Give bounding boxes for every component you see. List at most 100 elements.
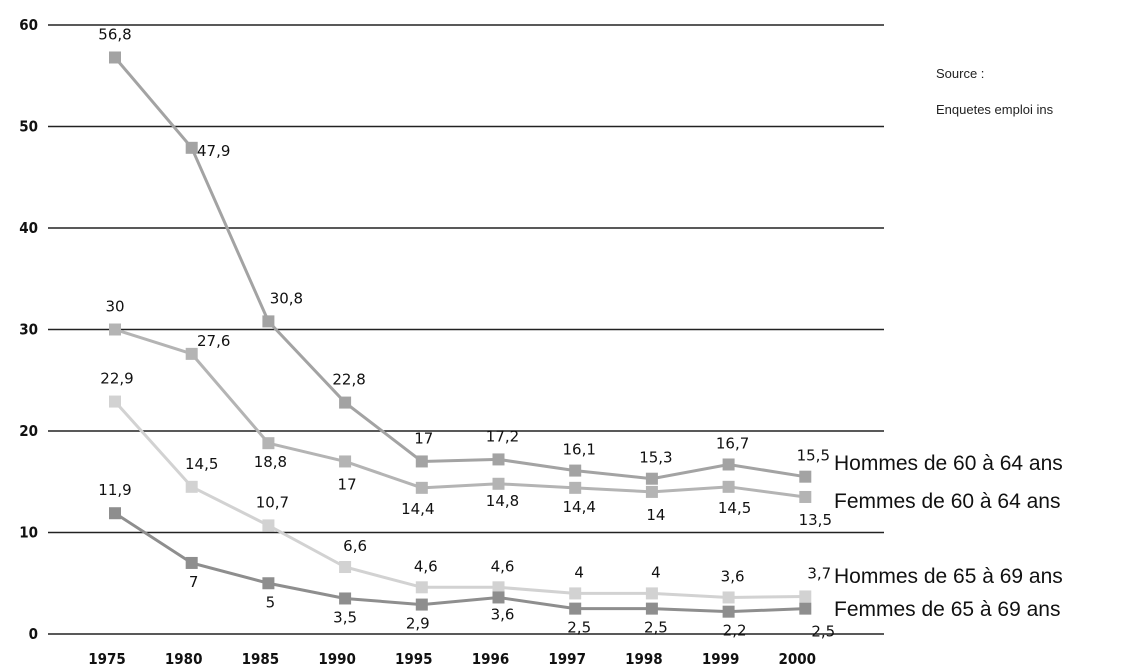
data-label: 10,7 bbox=[256, 493, 289, 511]
data-label: 7 bbox=[189, 573, 199, 591]
data-label: 2,5 bbox=[567, 619, 591, 637]
data-point bbox=[799, 590, 812, 603]
data-labels: 56,8 47,9 30,8 22,8 17 17,2 16,1 15,3 16,7 15,5 30… bbox=[98, 25, 835, 640]
data-point bbox=[262, 519, 275, 532]
data-point bbox=[645, 602, 658, 615]
data-label: 14,5 bbox=[718, 499, 751, 517]
x-tick-label: 1980 bbox=[165, 650, 203, 665]
data-point bbox=[339, 561, 352, 574]
source-text: Enquetes emploi ins bbox=[936, 102, 1054, 117]
data-label: 14,4 bbox=[401, 500, 434, 518]
data-point bbox=[722, 480, 735, 493]
data-point bbox=[645, 587, 658, 600]
series-group bbox=[109, 51, 812, 618]
y-tick-label: 40 bbox=[19, 219, 38, 237]
data-label: 17,2 bbox=[486, 427, 519, 445]
data-point bbox=[722, 458, 735, 471]
series-line bbox=[114, 328, 806, 499]
series-line bbox=[113, 56, 806, 481]
data-point bbox=[415, 598, 428, 611]
data-label: 2,5 bbox=[644, 619, 668, 637]
series-line bbox=[113, 400, 806, 599]
data-point bbox=[109, 507, 121, 520]
data-label: 2,9 bbox=[406, 615, 430, 633]
data-point bbox=[722, 605, 735, 618]
data-point bbox=[185, 141, 198, 154]
y-tick-label: 30 bbox=[19, 321, 38, 339]
data-label: 14,4 bbox=[562, 498, 595, 516]
data-label: 11,9 bbox=[98, 481, 131, 499]
data-label: 15,3 bbox=[639, 449, 672, 467]
series-labels: Hommes de 60 à 64 ans Femmes de 60 à 64 a… bbox=[834, 452, 1063, 621]
x-tick-label: 1990 bbox=[318, 650, 356, 665]
x-tick-label: 1999 bbox=[702, 650, 740, 665]
data-point bbox=[569, 587, 582, 600]
data-label: 14,8 bbox=[486, 492, 519, 510]
y-tick-label: 50 bbox=[19, 118, 38, 136]
data-label: 2,5 bbox=[811, 623, 835, 641]
data-label: 16,1 bbox=[562, 441, 595, 459]
y-tick-label: 10 bbox=[19, 524, 38, 542]
data-point bbox=[185, 556, 198, 569]
x-tick-label: 1998 bbox=[625, 650, 663, 665]
x-tick-label: 1985 bbox=[242, 650, 280, 665]
series-line bbox=[114, 511, 806, 614]
series-name: Femmes de 60 à 64 ans bbox=[834, 490, 1060, 513]
data-label: 4,6 bbox=[491, 557, 515, 575]
data-point bbox=[262, 437, 275, 450]
data-label: 3,5 bbox=[333, 608, 357, 626]
data-label: 56,8 bbox=[98, 25, 131, 43]
data-point bbox=[185, 480, 198, 493]
y-tick-label: 0 bbox=[29, 625, 38, 643]
data-point bbox=[262, 315, 275, 328]
y-tick-label: 60 bbox=[19, 16, 38, 34]
data-point bbox=[109, 395, 121, 408]
data-label: 4,6 bbox=[414, 557, 438, 575]
data-point bbox=[339, 592, 352, 605]
data-label: 5 bbox=[266, 593, 276, 611]
data-point bbox=[415, 481, 428, 494]
data-point bbox=[185, 347, 198, 360]
data-point bbox=[109, 323, 121, 336]
data-point bbox=[262, 577, 275, 590]
data-point bbox=[492, 591, 505, 604]
data-label: 18,8 bbox=[254, 453, 287, 471]
y-tick-label: 20 bbox=[19, 422, 38, 440]
data-label: 3,6 bbox=[491, 605, 515, 623]
data-label: 4 bbox=[651, 563, 661, 581]
series-name: Hommes de 60 à 64 ans bbox=[834, 452, 1063, 475]
data-label: 6,6 bbox=[343, 537, 367, 555]
series-name: Femmes de 65 à 69 ans bbox=[834, 598, 1060, 621]
x-tick-label: 2000 bbox=[779, 650, 817, 665]
data-label: 17 bbox=[414, 429, 433, 447]
data-label: 27,6 bbox=[197, 332, 230, 350]
data-point bbox=[492, 581, 505, 594]
data-label: 22,9 bbox=[100, 370, 133, 388]
data-point bbox=[799, 602, 812, 615]
data-point bbox=[339, 455, 352, 468]
data-label: 47,9 bbox=[197, 142, 230, 160]
data-point bbox=[492, 477, 505, 490]
data-label: 3,6 bbox=[721, 567, 745, 585]
x-tick-label: 1996 bbox=[472, 650, 510, 665]
data-label: 17 bbox=[338, 475, 357, 493]
data-point bbox=[722, 591, 735, 604]
data-point bbox=[645, 485, 658, 498]
data-point bbox=[569, 464, 582, 477]
x-tick-label: 1997 bbox=[548, 650, 586, 665]
data-label: 30 bbox=[105, 298, 124, 316]
data-label: 4 bbox=[574, 563, 584, 581]
series-name: Hommes de 65 à 69 ans bbox=[834, 565, 1063, 588]
data-label: 22,8 bbox=[332, 371, 365, 389]
data-point bbox=[569, 602, 582, 615]
data-label: 3,7 bbox=[807, 564, 831, 582]
gridlines bbox=[48, 24, 884, 635]
source-label: Source : bbox=[936, 66, 984, 81]
data-label: 14 bbox=[646, 506, 665, 524]
data-point bbox=[799, 490, 812, 503]
data-label: 16,7 bbox=[716, 434, 749, 452]
data-label: 2,2 bbox=[723, 622, 747, 640]
data-point bbox=[799, 470, 812, 483]
data-label: 13,5 bbox=[799, 511, 832, 529]
